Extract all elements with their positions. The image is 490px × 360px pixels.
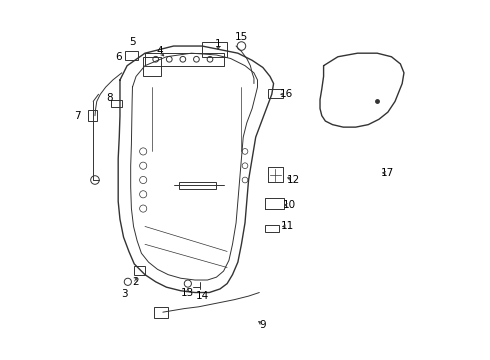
- Text: 13: 13: [181, 288, 195, 297]
- Text: 15: 15: [235, 32, 248, 42]
- Bar: [268, 89, 283, 98]
- Text: 11: 11: [281, 221, 294, 231]
- Bar: [125, 51, 138, 60]
- Text: 10: 10: [283, 200, 296, 210]
- Text: 4: 4: [156, 46, 163, 57]
- Bar: [88, 111, 97, 121]
- Text: 6: 6: [115, 52, 122, 62]
- Bar: [179, 182, 217, 189]
- Bar: [111, 100, 122, 107]
- Bar: [143, 57, 161, 76]
- Text: 9: 9: [260, 320, 266, 330]
- Text: 1: 1: [215, 39, 221, 49]
- Text: 5: 5: [129, 37, 136, 48]
- Text: 17: 17: [381, 168, 394, 178]
- Bar: [202, 42, 227, 57]
- Bar: [134, 266, 145, 275]
- Text: 16: 16: [279, 89, 293, 99]
- Text: 8: 8: [106, 93, 113, 103]
- Text: 2: 2: [133, 277, 139, 287]
- Bar: [154, 307, 168, 318]
- Text: 3: 3: [121, 289, 127, 299]
- Bar: [265, 225, 279, 232]
- Text: 12: 12: [287, 175, 300, 185]
- Text: 14: 14: [196, 291, 209, 301]
- Text: 7: 7: [74, 111, 80, 121]
